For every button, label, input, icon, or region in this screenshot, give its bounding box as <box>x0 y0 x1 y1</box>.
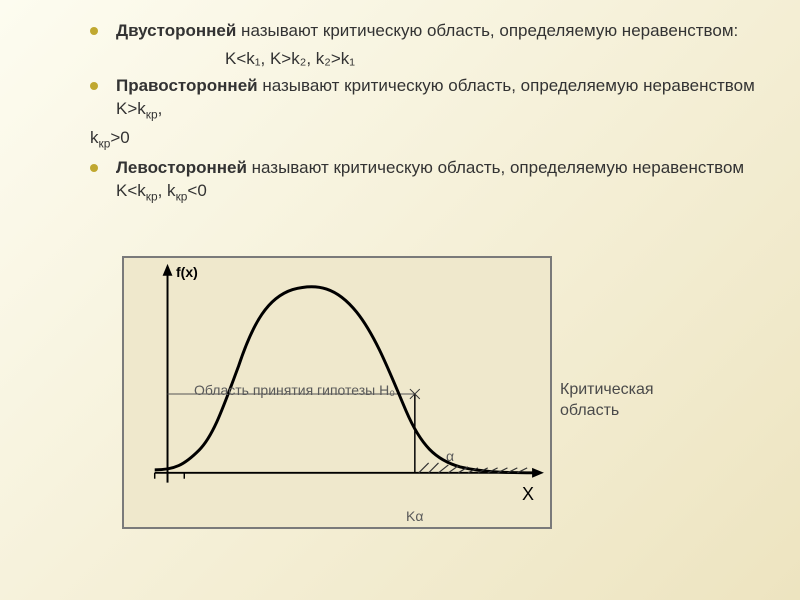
k-alpha-label: Kα <box>406 508 423 524</box>
critical-region-label: Критическая область <box>560 380 654 422</box>
fx-label: f(x) <box>176 264 198 280</box>
x-axis-label: X <box>522 484 534 505</box>
slide: Двусторонней называют критическую област… <box>0 0 800 600</box>
axes <box>155 264 544 483</box>
list-item: Правосторонней называют критическую обла… <box>30 75 770 122</box>
formula-line: K<k₁, K>k₂, k₂>k₁ <box>225 49 770 69</box>
term-strong: Левосторонней <box>116 158 247 177</box>
bullet-icon <box>90 27 98 35</box>
bullet-list: Правосторонней называют критическую обла… <box>30 75 770 122</box>
sub-line: kкр>0 <box>90 128 770 150</box>
acceptance-label: Область принятия гипотезы H₀ <box>194 382 395 398</box>
list-item: Левосторонней называют критическую облас… <box>30 157 770 204</box>
bullet-text: Левосторонней называют критическую облас… <box>116 157 770 204</box>
curve <box>155 287 534 473</box>
bullet-text: Правосторонней называют критическую обла… <box>116 75 770 122</box>
term-rest: называют критическую область, определяем… <box>236 21 738 40</box>
bullet-icon <box>90 164 98 172</box>
chart-container: f(x) Область принятия гипотезы H₀ α X Kα <box>122 256 552 529</box>
term-strong: Двусторонней <box>116 21 236 40</box>
term-strong: Правосторонней <box>116 76 258 95</box>
bullet-icon <box>90 82 98 90</box>
bullet-text: Двусторонней называют критическую област… <box>116 20 770 43</box>
list-item: Двусторонней называют критическую област… <box>30 20 770 43</box>
bullet-list: Левосторонней называют критическую облас… <box>30 157 770 204</box>
bullet-list: Двусторонней называют критическую област… <box>30 20 770 43</box>
alpha-label: α <box>446 448 454 464</box>
